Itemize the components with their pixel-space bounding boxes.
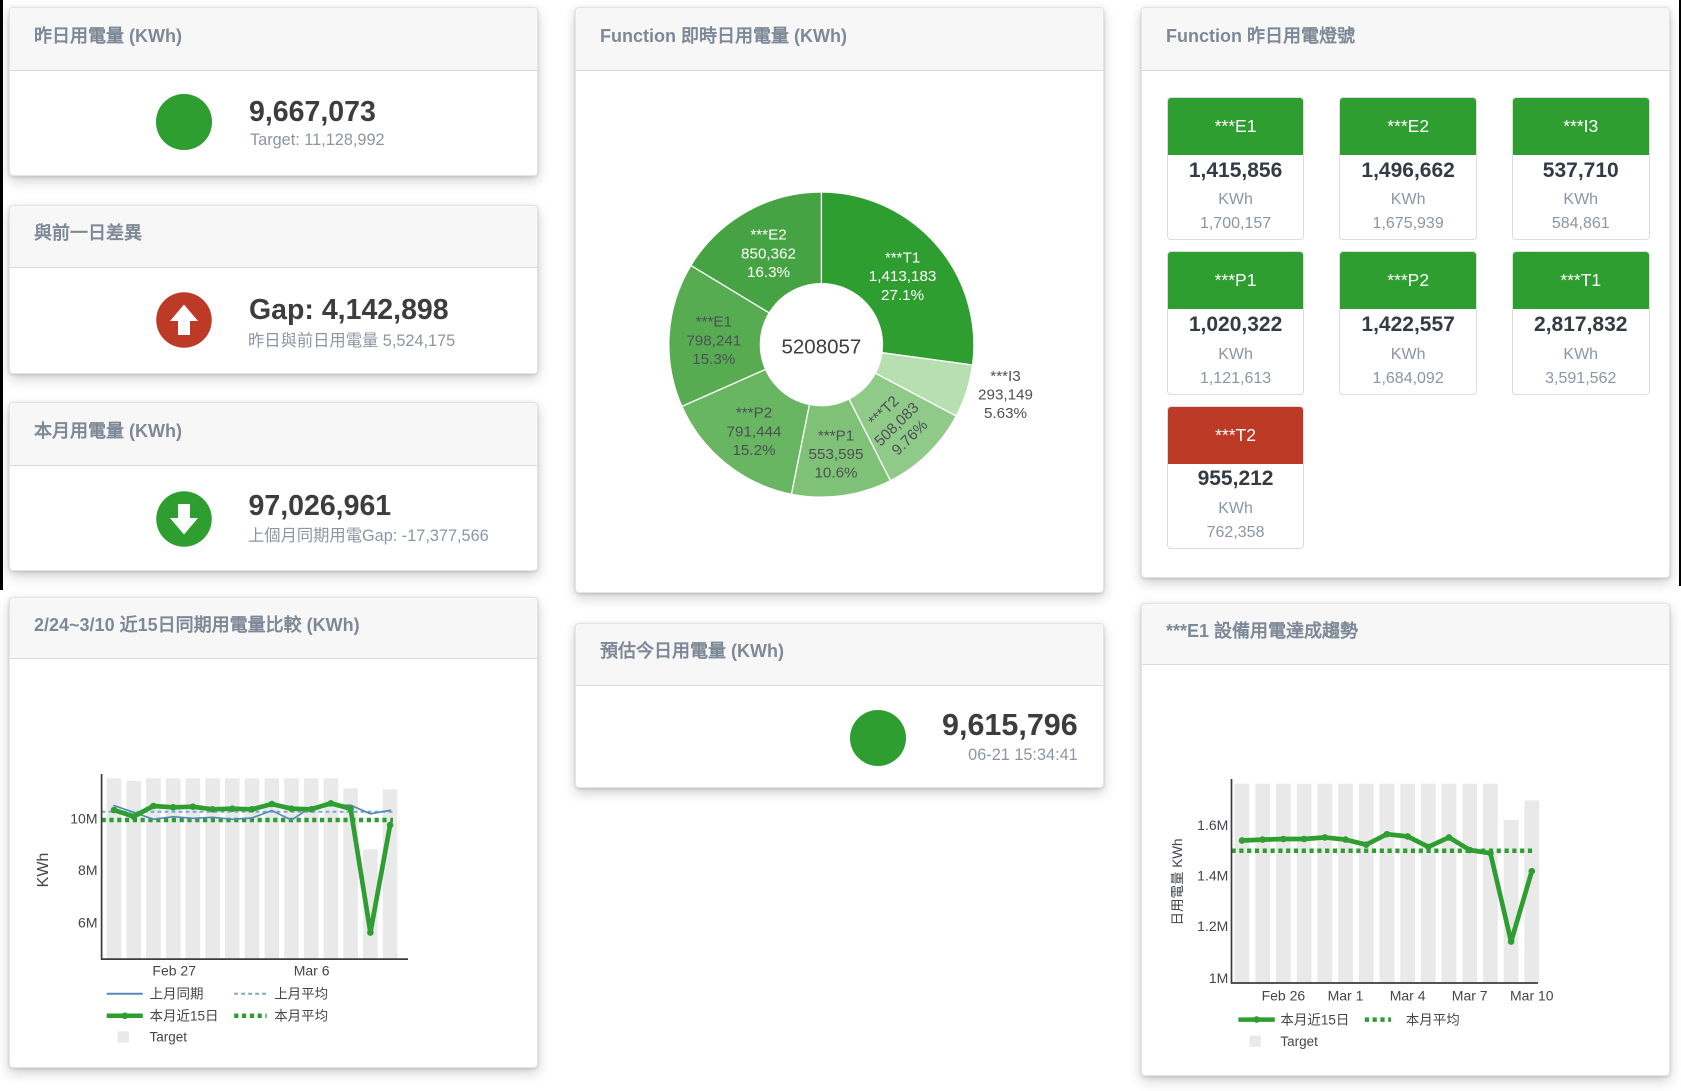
svg-text:Mar 4: Mar 4 bbox=[1390, 987, 1426, 1003]
svg-text:本月近15日: 本月近15日 bbox=[1280, 1012, 1349, 1027]
svg-text:本月平均: 本月平均 bbox=[1406, 1012, 1460, 1027]
svg-text:KWh: KWh bbox=[35, 853, 52, 888]
svg-text:上月同期: 上月同期 bbox=[150, 987, 204, 1002]
svg-text:本月近15日: 本月近15日 bbox=[150, 1009, 219, 1024]
svg-text:***T2508,0839.76%: ***T2508,0839.76% bbox=[858, 386, 935, 463]
svg-text:Mar 10: Mar 10 bbox=[1510, 987, 1554, 1003]
svg-text:Mar 1: Mar 1 bbox=[1328, 987, 1364, 1003]
svg-text:本月平均: 本月平均 bbox=[274, 1009, 328, 1024]
svg-text:10M: 10M bbox=[70, 811, 97, 827]
svg-text:Feb 26: Feb 26 bbox=[1262, 987, 1306, 1003]
svg-text:1.4M: 1.4M bbox=[1197, 867, 1228, 883]
svg-text:5208057: 5208057 bbox=[781, 335, 861, 358]
svg-text:Mar 7: Mar 7 bbox=[1452, 987, 1488, 1003]
svg-text:Feb 27: Feb 27 bbox=[152, 963, 196, 979]
svg-text:8M: 8M bbox=[78, 862, 97, 878]
svg-text:1.6M: 1.6M bbox=[1197, 817, 1228, 833]
svg-text:日用電量 KWh: 日用電量 KWh bbox=[1170, 838, 1185, 925]
svg-text:Mar 6: Mar 6 bbox=[294, 963, 330, 979]
svg-text:Target: Target bbox=[1280, 1034, 1318, 1049]
svg-text:上月平均: 上月平均 bbox=[274, 987, 328, 1002]
svg-text:6M: 6M bbox=[78, 915, 97, 931]
svg-text:1M: 1M bbox=[1209, 970, 1228, 986]
svg-text:1.2M: 1.2M bbox=[1197, 918, 1228, 934]
svg-text:Target: Target bbox=[150, 1030, 188, 1045]
